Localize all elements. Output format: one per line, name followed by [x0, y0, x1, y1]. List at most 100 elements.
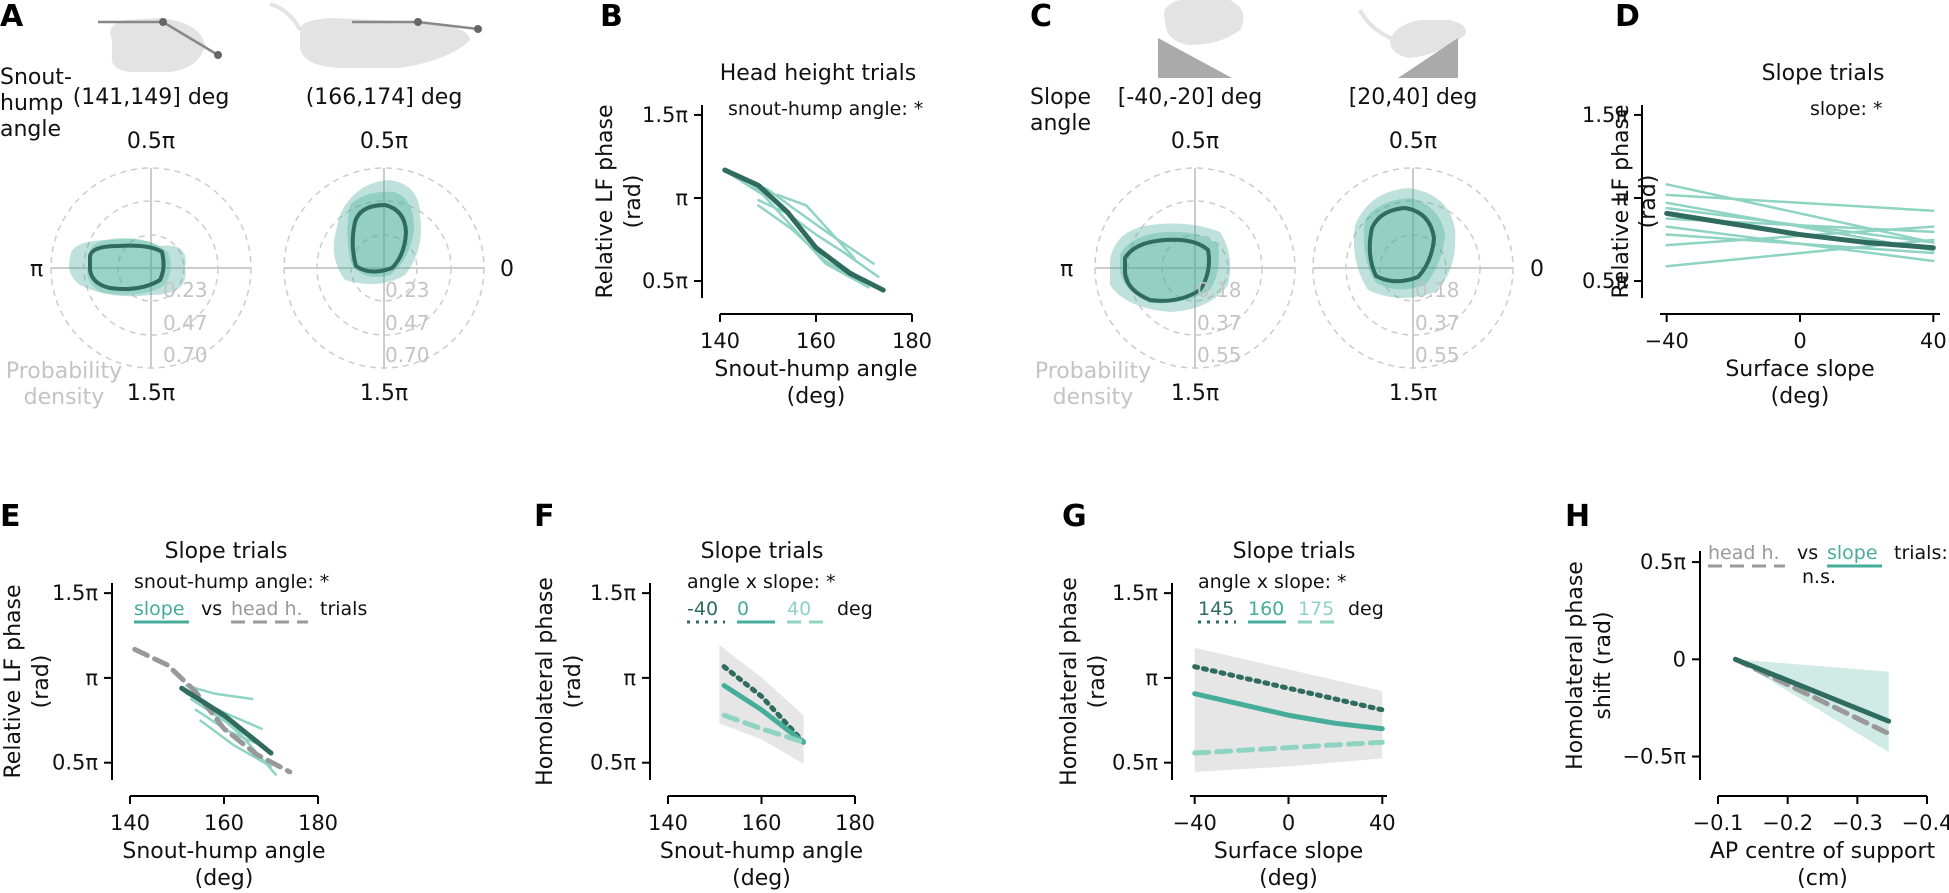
series-line [179, 685, 274, 756]
polar-top-label: 0.5π [127, 129, 175, 154]
legend-text: deg [1348, 598, 1384, 620]
series-line [757, 204, 866, 287]
panel-letter: H [1565, 499, 1590, 534]
x-tick-label: 180 [298, 811, 338, 835]
panel-a: A Snout- hump angle (141,149] deg (166,1… [0, 0, 514, 410]
x-tick-label: 140 [110, 811, 150, 835]
polar-a1-label: (141,149] deg [73, 85, 230, 110]
x-tick-label: −0.3 [1832, 811, 1883, 835]
series-line [721, 683, 807, 745]
y-axis-label: Homolateral phase [533, 577, 558, 786]
series-line [728, 172, 871, 289]
x-axis-label: AP centre of support [1710, 839, 1936, 864]
panel-letter-a: A [0, 0, 24, 34]
x-tick-label: −0.4 [1902, 811, 1949, 835]
series-line [721, 712, 807, 745]
density-label-1: Probability [1035, 359, 1151, 384]
annotation: slope: * [1810, 98, 1883, 120]
y-tick-label: π [1615, 186, 1628, 210]
y-tick-label: π [1145, 666, 1158, 690]
x-tick-label: 0 [1793, 329, 1806, 353]
legend-text: trials [320, 598, 367, 620]
series-line [1192, 691, 1385, 732]
radial-tick: 0.55 [1197, 343, 1242, 367]
y-tick-label: π [623, 666, 636, 690]
panel-letter: F [534, 499, 555, 534]
chart-title: Head height trials [720, 61, 916, 86]
polar-c2-label: [20,40] deg [1349, 85, 1478, 110]
y-axis-label: (rad) [1636, 175, 1661, 229]
y-axis-label: Homolateral phase [1057, 577, 1082, 786]
legend-label: head h. [1708, 542, 1780, 564]
x-axis-label: (deg) [1259, 866, 1318, 891]
y-axis-label: Relative LF phase [593, 104, 618, 298]
legend-text: deg [837, 598, 873, 620]
density-label-2: density [24, 385, 105, 410]
x-tick-label: 180 [835, 811, 875, 835]
polar-bottom-label: 1.5π [360, 381, 408, 406]
annotation: snout-hump angle: * [134, 571, 329, 593]
y-axis-label: Relative LF phase [1609, 104, 1634, 298]
radial-tick: 0.37 [1197, 311, 1242, 335]
panel-letter: E [0, 499, 21, 534]
series-line [132, 646, 293, 775]
x-axis-label: (cm) [1797, 866, 1848, 891]
polar-plot-c1: 0.5π 1.5π π 0.18 0.37 0.55 Probability d… [1035, 129, 1296, 410]
confidence-band [719, 645, 804, 764]
legend-label: 0 [737, 598, 749, 620]
x-tick-label: −0.1 [1693, 811, 1744, 835]
y-axis-label: (rad) [29, 655, 54, 709]
row-title-c-2: angle [1030, 111, 1091, 136]
panel-letter: D [1615, 0, 1640, 34]
series-line [721, 664, 807, 745]
radial-tick: 0.70 [385, 343, 430, 367]
polar-top-label: 0.5π [1171, 129, 1219, 154]
legend-label: slope [1827, 542, 1878, 564]
legend-label: 175 [1298, 598, 1334, 620]
panel-h: H −0.5π 0 0.5π −0.1 −0.2 −0.3 −0.4 AP centre of … [1563, 499, 1949, 891]
polar-bottom-label: 1.5π [127, 381, 175, 406]
panel-letter-c: C [1030, 0, 1052, 34]
x-tick-label: 140 [648, 811, 688, 835]
row-title-a-1: Snout- [0, 65, 72, 90]
density-label-1: Probability [6, 359, 122, 384]
series-line [722, 167, 886, 293]
panel-letter: G [1062, 499, 1087, 534]
chart-title: Slope trials [1233, 539, 1356, 564]
panel-b: B Head height trials 0.5π π 1.5π 140 160 180 Sno… [593, 0, 932, 409]
annotation: angle x slope: * [687, 571, 836, 593]
series-line [1664, 210, 1936, 251]
chart-title: Slope trials [165, 539, 288, 564]
series-line [199, 719, 273, 768]
y-tick-label: 0.5π [1112, 751, 1158, 775]
annotation: n.s. [1802, 566, 1836, 588]
y-axis-label: (rad) [1085, 655, 1110, 709]
y-tick-label: 0 [1673, 647, 1686, 671]
polar-left-label: π [1060, 257, 1073, 282]
y-tick-label: π [85, 666, 98, 690]
legend-label: 145 [1198, 598, 1234, 620]
x-axis-label: Snout-hump angle [660, 839, 863, 864]
row-title-c-1: Slope [1030, 85, 1091, 110]
panel-d: D Slope trials 0.5π π 1.5π −40 0 40 Surface slop… [1582, 0, 1947, 409]
x-axis-label: (deg) [1771, 384, 1830, 409]
polar-right-label: 0 [1530, 257, 1544, 282]
legend-label: 40 [787, 598, 811, 620]
x-tick-label: −0.2 [1762, 811, 1813, 835]
radial-tick: 0.37 [1415, 311, 1460, 335]
x-tick-label: 160 [741, 811, 781, 835]
x-tick-label: 140 [700, 329, 740, 353]
y-tick-label: 0.5π [590, 751, 636, 775]
x-tick-label: 180 [892, 329, 932, 353]
y-tick-label: 0.5π [1640, 550, 1686, 574]
panel-c: C Slope angle [-40,-20] deg [20,40] deg … [1030, 0, 1544, 410]
polar-left-label: π [30, 257, 43, 282]
annotation: angle x slope: * [1198, 571, 1347, 593]
legend-text: vs [201, 598, 222, 620]
polar-bottom-label: 1.5π [1171, 381, 1219, 406]
row-title-a-3: angle [0, 117, 61, 142]
y-axis-label: (rad) [621, 175, 646, 229]
polar-right-label: 0 [500, 257, 514, 282]
radial-tick: 0.23 [385, 278, 430, 302]
